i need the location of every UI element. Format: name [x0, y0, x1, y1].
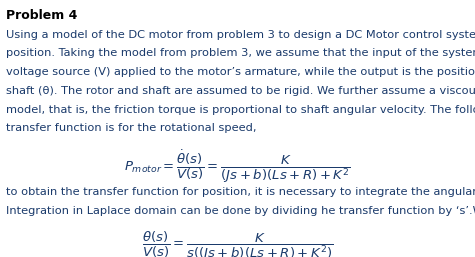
Text: $P_{motor} = \dfrac{\dot{\theta}(s)}{V(s)} = \dfrac{K}{(Js + b)(Ls + R) + K^2}$: $P_{motor} = \dfrac{\dot{\theta}(s)}{V(s… — [124, 148, 351, 185]
Text: shaft (θ). The rotor and shaft are assumed to be rigid. We further assume a visc: shaft (θ). The rotor and shaft are assum… — [6, 86, 475, 96]
Text: Integration in Laplace domain can be done by dividing he transfer function by ‘s: Integration in Laplace domain can be don… — [6, 206, 475, 216]
Text: position. Taking the model from problem 3, we assume that the input of the syste: position. Taking the model from problem … — [6, 48, 475, 58]
Text: Problem 4: Problem 4 — [6, 9, 77, 22]
Text: $\dfrac{\theta(s)}{V(s)} = \dfrac{K}{s((Js + b)(Ls + R) + K^2)}$: $\dfrac{\theta(s)}{V(s)} = \dfrac{K}{s((… — [142, 230, 333, 257]
Text: model, that is, the friction torque is proportional to shaft angular velocity. T: model, that is, the friction torque is p… — [6, 105, 475, 115]
Text: voltage source (V) applied to the motor’s armature, while the output is the posi: voltage source (V) applied to the motor’… — [6, 67, 475, 77]
Text: Using a model of the DC motor from problem 3 to design a DC Motor control system: Using a model of the DC motor from probl… — [6, 30, 475, 40]
Text: transfer function is for the rotational speed,: transfer function is for the rotational … — [6, 123, 256, 133]
Text: to obtain the transfer function for position, it is necessary to integrate the a: to obtain the transfer function for posi… — [6, 187, 475, 197]
